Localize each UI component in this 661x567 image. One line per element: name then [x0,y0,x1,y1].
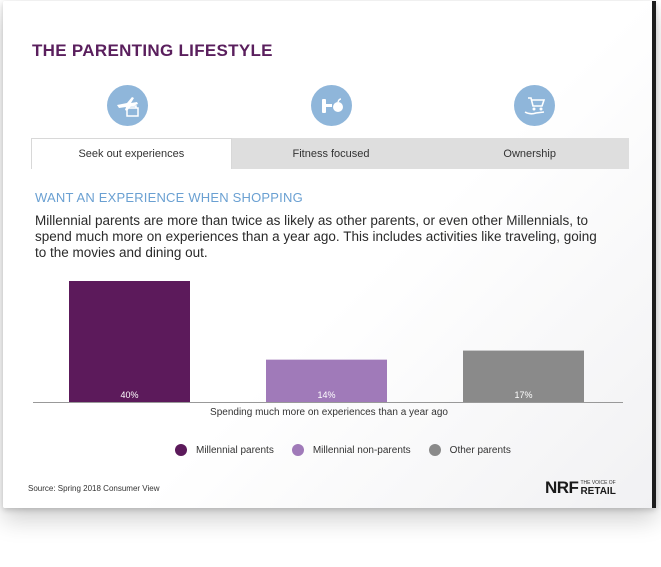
legend-label: Other parents [449,444,511,456]
logo-wordmark: NRF [545,478,579,497]
ownership-cart-icon [514,85,555,126]
chart-legend: Millennial parents Millennial non-parent… [175,444,529,456]
legend-swatch [428,444,441,456]
bar-value-label: 17% [514,390,532,400]
legend-swatch [291,444,304,456]
bar-value-label: 40% [120,390,138,400]
bar-chart: 40% 14% 17% Spending much more on experien… [33,281,623,418]
logo-tagline-block: THE VOICE OF RETAIL [580,480,615,497]
legend-item-millennial-parents: Millennial parents [175,444,274,456]
slide-card: THE PARENTING LIFESTYLE Seek out experie… [3,1,656,508]
bar-other-parents [463,350,584,402]
bar-millennial-non-parents [266,359,387,402]
section-subheading: WANT AN EXPERIENCE WHEN SHOPPING [35,190,303,205]
legend-label: Millennial non-parents [312,444,411,456]
tab-ownership[interactable]: Ownership [503,147,556,160]
travel-shopping-icon [107,85,148,126]
source-note: Source: Spring 2018 Consumer View [28,484,160,493]
legend-label: Millennial parents [196,444,274,456]
bar-millennial-parents [69,281,190,402]
card-edge [652,1,656,508]
legend-swatch [175,444,187,456]
legend-item-other-parents: Other parents [428,444,511,456]
tab-seek-out-experiences[interactable]: Seek out experiences [31,138,232,169]
logo-retail: RETAIL [580,485,616,497]
bar-value-label: 14% [317,390,335,400]
tab-fitness-focused[interactable]: Fitness focused [292,147,370,160]
nrf-logo: NRF THE VOICE OF RETAIL [545,478,616,498]
tab-bar: Seek out experiences Fitness focused Own… [31,138,629,169]
page-title: THE PARENTING LIFESTYLE [32,41,273,60]
fitness-icon [311,85,352,126]
section-body-text: Millennial parents are more than twice a… [35,213,597,260]
chart-x-axis-label: Spending much more on experiences than a… [210,407,448,418]
legend-item-millennial-non-parents: Millennial non-parents [291,444,411,456]
logo-tagline: THE VOICE OF [580,479,616,486]
